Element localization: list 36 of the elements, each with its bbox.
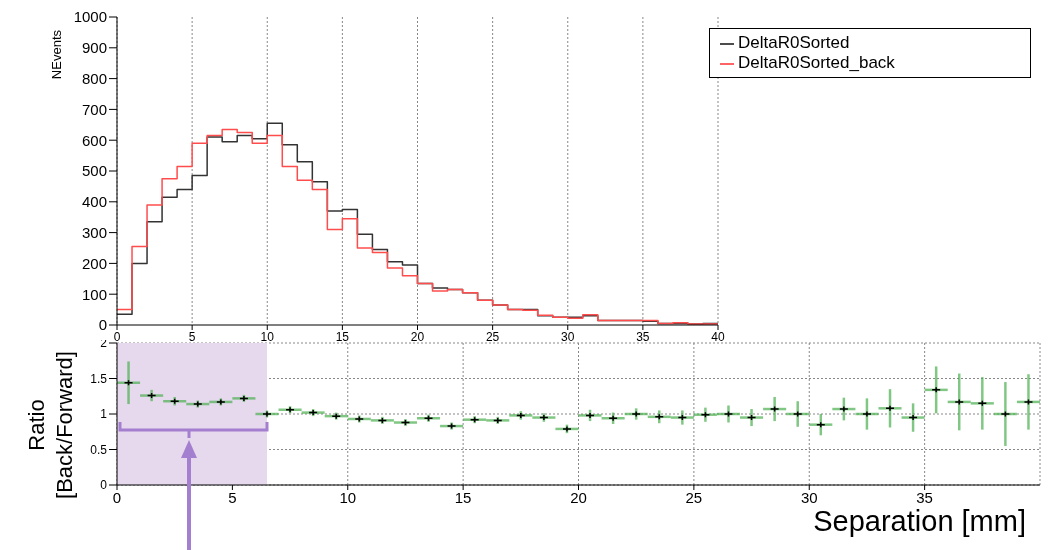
legend-label: DeltaR0Sorted_back [738,53,895,72]
x-tick-label: 0 [113,329,121,344]
y-axis-title: Ratio [Back/Forward] [24,351,77,499]
x-tick-label: 30 [800,488,818,506]
x-tick-label: 10 [260,329,275,344]
x-tick-label: 20 [570,488,587,506]
x-tick-label: 10 [339,488,357,506]
y-tick-label: 500 [81,162,107,180]
x-tick-label: 40 [711,329,725,344]
y-tick-label: 0 [100,478,108,493]
y-tick-label: 400 [81,193,107,211]
y-tick-label: 700 [81,100,107,118]
y-tick-label: 200 [81,254,107,272]
x-tick-label: 0 [112,488,122,506]
x-tick-label: 20 [410,329,425,344]
y-tick-label: 800 [81,69,107,87]
y-tick-label: 1000 [73,8,107,26]
y-tick-label: 1 [100,407,108,422]
x-tick-label: 30 [561,329,575,344]
y-tick-label: 0.5 [90,442,108,457]
legend-label: DeltaR0Sorted [738,33,850,52]
x-tick-label: 25 [485,329,500,344]
x-tick-label: 5 [188,329,196,344]
x-tick-label: 15 [454,488,472,506]
y-tick-label: 600 [81,131,107,149]
x-tick-label: 5 [228,488,237,506]
y-axis-title: NEvents [49,29,65,80]
x-tick-label: 25 [685,488,703,506]
y-tick-label: 1.5 [90,371,108,386]
x-axis-title: Separation [mm] [813,505,1026,538]
x-tick-label: 35 [636,329,650,344]
y-tick-label: 300 [81,223,107,241]
y-tick-label: 900 [81,39,107,57]
x-tick-label: 35 [916,488,933,506]
x-tick-label: 15 [335,329,350,344]
y-tick-label: 100 [81,285,107,303]
